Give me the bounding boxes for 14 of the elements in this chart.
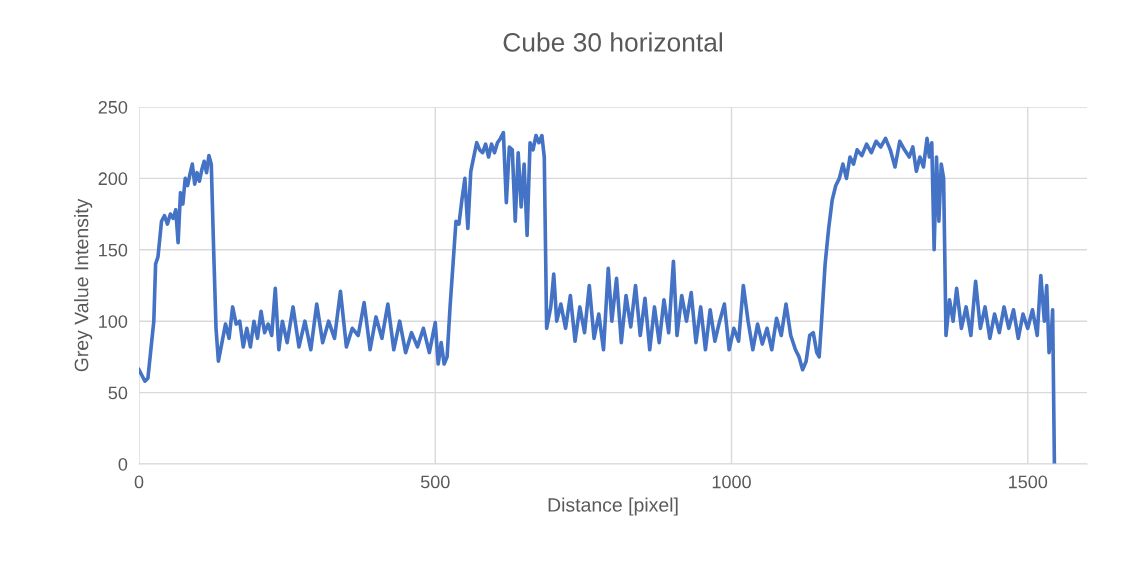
- x-tick-label: 1500: [1009, 475, 1048, 489]
- x-tick-label: 1000: [712, 475, 751, 489]
- y-axis-title: Grey Value Intensity: [74, 198, 93, 372]
- y-tick-label: 150: [99, 243, 128, 257]
- y-tick-label: 200: [98, 172, 128, 186]
- y-tick-label: 50: [108, 386, 128, 400]
- x-tick-label: 500: [420, 475, 450, 489]
- x-tick-label: 0: [134, 475, 144, 489]
- y-tick-label: 100: [99, 315, 128, 328]
- y-tick-label: 0: [118, 457, 128, 471]
- chart-title: Cube 30 horizontal: [503, 32, 723, 52]
- line-series: [139, 130, 1057, 464]
- x-axis-title: Distance [pixel]: [548, 497, 678, 516]
- y-tick-label: 250: [98, 100, 128, 114]
